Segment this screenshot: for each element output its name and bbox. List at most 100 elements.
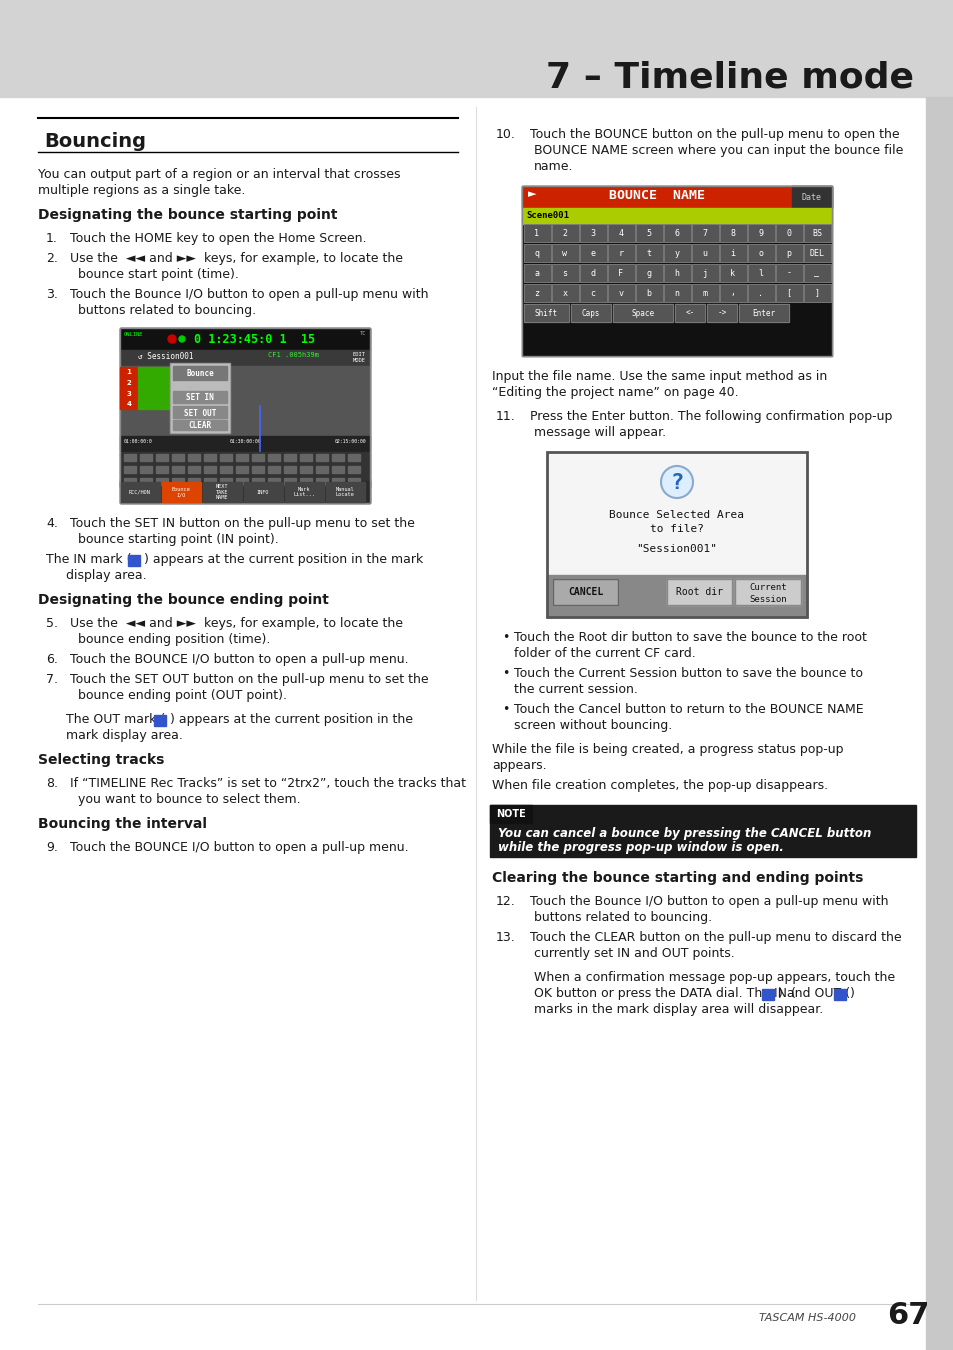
Text: Bounce
I/O: Bounce I/O	[172, 486, 191, 497]
Bar	[663, 224, 690, 242]
Text: display area.: display area.	[66, 568, 147, 582]
Bar	[775, 224, 802, 242]
Bar	[285, 482, 324, 502]
Text: s: s	[562, 269, 567, 278]
Text: Bouncing the interval: Bouncing the interval	[38, 817, 207, 832]
Bar	[579, 265, 606, 282]
Bar	[552, 224, 578, 242]
Text: Current: Current	[748, 582, 786, 591]
Bar	[546, 452, 806, 617]
Bar	[775, 284, 802, 302]
Bar	[120, 366, 370, 436]
Text: Session: Session	[748, 594, 786, 603]
Bar	[172, 392, 227, 404]
Bar	[706, 304, 737, 323]
Text: ) and OUT (: ) and OUT (	[778, 987, 849, 1000]
Text: When file creation completes, the pop-up disappears.: When file creation completes, the pop-up…	[492, 779, 827, 792]
Text: EDIT
MODE: EDIT MODE	[353, 352, 366, 363]
Text: j: j	[701, 269, 707, 278]
Bar	[607, 224, 635, 242]
Bar	[803, 284, 830, 302]
Bar	[523, 284, 551, 302]
Bar	[636, 284, 662, 302]
Bar	[523, 224, 551, 242]
Text: screen without bouncing.: screen without bouncing.	[514, 720, 672, 732]
Text: n: n	[674, 289, 679, 297]
Text: message will appear.: message will appear.	[534, 427, 665, 439]
Bar	[666, 579, 731, 605]
Text: Scene001: Scene001	[525, 211, 568, 220]
Text: Bounce: Bounce	[186, 370, 213, 378]
Text: Designating the bounce starting point: Designating the bounce starting point	[38, 208, 337, 221]
Bar	[739, 304, 788, 323]
Bar	[613, 304, 672, 323]
Bar	[172, 366, 227, 379]
Text: 4: 4	[618, 228, 623, 238]
Bar	[284, 454, 295, 460]
Text: Mark
List...: Mark List...	[293, 486, 314, 497]
Bar	[720, 265, 746, 282]
Bar	[153, 716, 166, 726]
Text: 0: 0	[785, 228, 791, 238]
Bar	[691, 244, 719, 262]
Text: ) appears at the current position in the: ) appears at the current position in the	[170, 713, 413, 726]
Text: i: i	[730, 248, 735, 258]
Text: e: e	[590, 248, 595, 258]
Bar	[120, 464, 370, 475]
Text: bounce starting point (IN point).: bounce starting point (IN point).	[78, 533, 278, 545]
Bar	[691, 265, 719, 282]
Bar	[172, 454, 184, 460]
Text: 02:15:00:00: 02:15:00:00	[334, 439, 366, 444]
Bar	[607, 244, 635, 262]
Bar	[204, 478, 215, 485]
Text: d: d	[590, 269, 595, 278]
Text: 13.: 13.	[496, 931, 516, 944]
Bar	[299, 466, 312, 472]
Text: Use the  ◄◄ and ►►  keys, for example, to locate the: Use the ◄◄ and ►► keys, for example, to …	[70, 617, 402, 630]
Text: Space: Space	[631, 309, 654, 317]
Bar	[579, 284, 606, 302]
Bar	[120, 452, 370, 463]
Bar	[666, 579, 731, 605]
Bar	[663, 265, 690, 282]
Text: 3.: 3.	[46, 288, 58, 301]
Text: OK button or press the DATA dial. The IN (: OK button or press the DATA dial. The IN…	[534, 987, 795, 1000]
Text: [: [	[785, 289, 791, 297]
Bar	[663, 265, 690, 282]
Bar	[636, 284, 662, 302]
Bar	[204, 454, 215, 460]
Text: t: t	[646, 248, 651, 258]
Text: "Session001": "Session001"	[636, 544, 717, 554]
Text: g: g	[646, 269, 651, 278]
Bar	[747, 224, 774, 242]
Bar	[252, 466, 264, 472]
Text: marks in the mark display area will disappear.: marks in the mark display area will disa…	[534, 1003, 822, 1017]
Bar	[244, 482, 283, 502]
Text: Input the file name. Use the same input method as in: Input the file name. Use the same input …	[492, 370, 826, 383]
Bar	[220, 466, 232, 472]
Text: 9: 9	[758, 228, 762, 238]
Text: Touch the Bounce I/O button to open a pull-up menu with: Touch the Bounce I/O button to open a pu…	[530, 895, 887, 909]
Text: Bouncing: Bouncing	[44, 132, 146, 151]
Text: ,: ,	[730, 289, 735, 297]
Text: ]: ]	[814, 289, 819, 297]
Bar	[552, 224, 578, 242]
Bar	[193, 367, 228, 377]
Text: “Editing the project name” on page 40.: “Editing the project name” on page 40.	[492, 386, 738, 400]
Text: Touch the Current Session button to save the bounce to: Touch the Current Session button to save…	[514, 667, 862, 680]
Bar	[284, 478, 295, 485]
Bar	[162, 482, 201, 502]
Text: When a confirmation message pop-up appears, touch the: When a confirmation message pop-up appea…	[534, 971, 894, 984]
Bar	[613, 304, 672, 323]
Bar	[523, 304, 568, 323]
Bar	[925, 97, 953, 1350]
Text: multiple regions as a single take.: multiple regions as a single take.	[38, 184, 245, 197]
Bar	[803, 265, 830, 282]
Text: p: p	[785, 248, 791, 258]
Text: BS: BS	[811, 228, 821, 238]
Text: buttons related to bouncing.: buttons related to bouncing.	[78, 304, 255, 317]
Text: ...: ...	[189, 383, 195, 389]
Bar	[775, 244, 802, 262]
Text: 1: 1	[534, 228, 539, 238]
Bar	[220, 454, 232, 460]
